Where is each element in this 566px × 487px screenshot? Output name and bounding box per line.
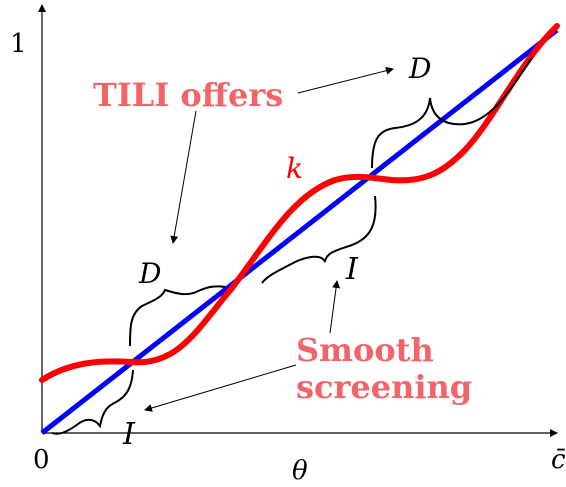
screening-label: screening: [296, 368, 472, 406]
brace-D-left: [129, 285, 226, 347]
arrow-tili-to-D-left: [170, 110, 197, 244]
arrow-tili-to-D-top: [297, 66, 394, 94]
x-axis-label: θ: [292, 456, 308, 486]
I-mid-label: I: [345, 252, 359, 287]
x-tick-cbar: c̄: [551, 445, 566, 475]
D-top-label: D: [408, 52, 431, 85]
x-tick-0: 0: [33, 445, 50, 475]
tili-offers-label: TILI offers: [93, 76, 283, 114]
brace-I-bottom: [51, 369, 134, 435]
arrow-smooth-to-I-bottom: [144, 364, 297, 412]
k-curve: [39, 23, 560, 383]
brace-I-mid: [261, 195, 377, 284]
smooth-label: Smooth: [296, 331, 434, 369]
I-bottom-label: I: [122, 417, 136, 452]
k-label: k: [286, 152, 303, 185]
y-tick-1: 1: [10, 29, 27, 59]
identity-line: [40, 28, 559, 435]
arrow-smooth-to-I-mid: [329, 280, 341, 334]
D-left-label: D: [138, 257, 161, 290]
brace-D-top: [371, 57, 533, 169]
